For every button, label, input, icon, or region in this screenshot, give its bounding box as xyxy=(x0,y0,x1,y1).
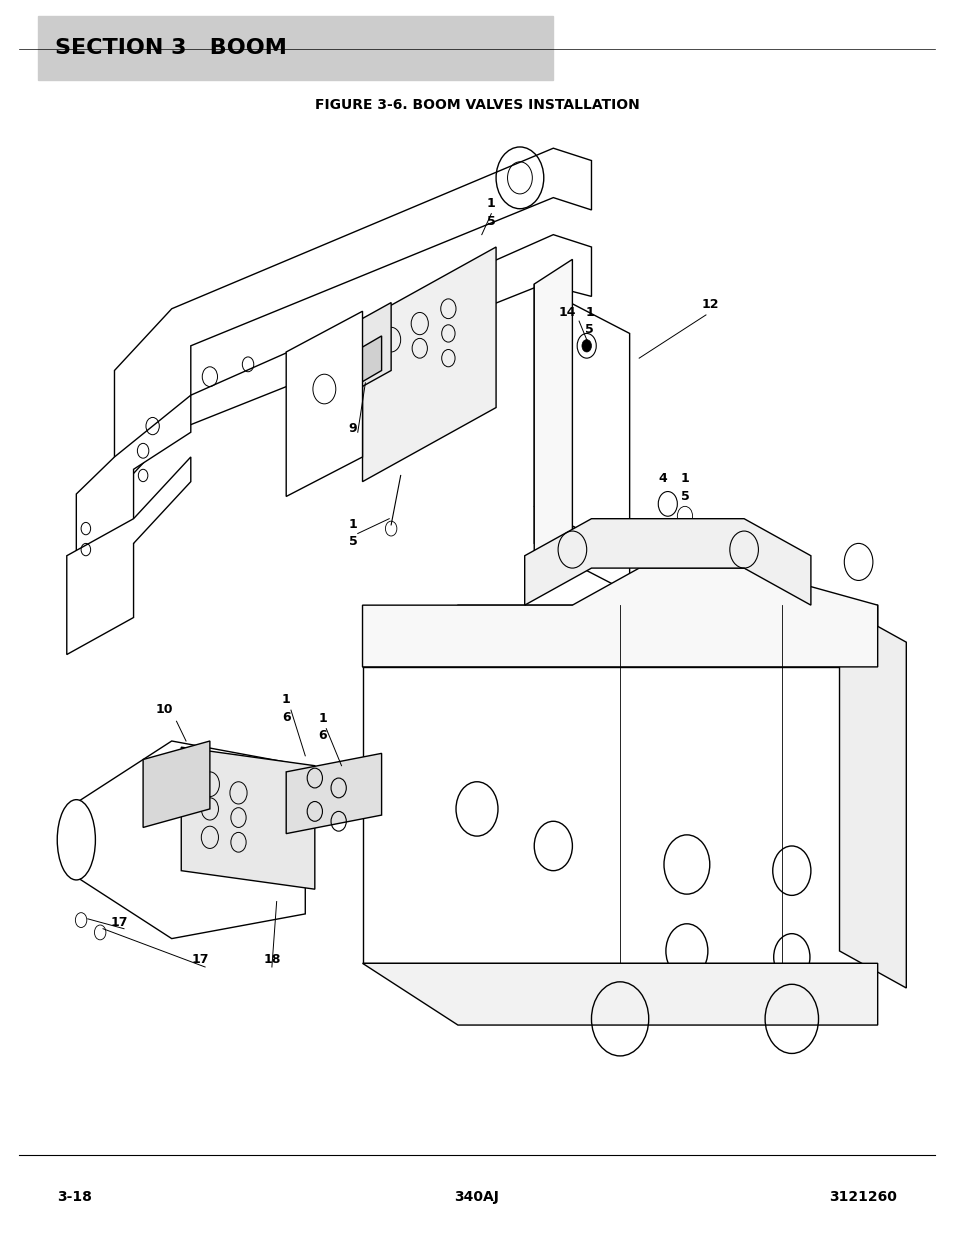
Polygon shape xyxy=(362,667,877,963)
Text: 1: 1 xyxy=(584,305,594,319)
Polygon shape xyxy=(143,741,210,827)
Text: 6: 6 xyxy=(281,710,291,724)
Polygon shape xyxy=(534,259,572,568)
Circle shape xyxy=(581,340,591,352)
Text: 18: 18 xyxy=(263,952,280,966)
Polygon shape xyxy=(181,747,314,889)
Polygon shape xyxy=(76,395,191,580)
Text: 9: 9 xyxy=(348,421,357,435)
Polygon shape xyxy=(362,247,496,482)
Text: 1: 1 xyxy=(317,711,327,725)
Text: 5: 5 xyxy=(486,215,496,228)
Text: 3-18: 3-18 xyxy=(57,1191,92,1204)
Text: 12: 12 xyxy=(701,298,719,311)
Polygon shape xyxy=(524,519,810,605)
Polygon shape xyxy=(839,605,905,988)
Text: SECTION 3   BOOM: SECTION 3 BOOM xyxy=(55,38,287,58)
Text: 1: 1 xyxy=(679,472,689,485)
Text: 5: 5 xyxy=(348,535,357,548)
Polygon shape xyxy=(343,336,381,393)
Text: 1: 1 xyxy=(486,196,496,210)
Text: FIGURE 3-6. BOOM VALVES INSTALLATION: FIGURE 3-6. BOOM VALVES INSTALLATION xyxy=(314,98,639,112)
Text: 1: 1 xyxy=(348,517,357,531)
Ellipse shape xyxy=(57,800,95,879)
Text: 17: 17 xyxy=(192,952,209,966)
Polygon shape xyxy=(324,303,391,408)
Polygon shape xyxy=(286,311,362,496)
Polygon shape xyxy=(534,506,629,593)
Text: 10: 10 xyxy=(155,703,172,716)
Text: 3121260: 3121260 xyxy=(828,1191,896,1204)
Polygon shape xyxy=(534,284,629,556)
Text: 1: 1 xyxy=(281,693,291,706)
Text: 14: 14 xyxy=(558,305,576,319)
FancyBboxPatch shape xyxy=(38,16,553,80)
Polygon shape xyxy=(114,148,591,494)
Polygon shape xyxy=(362,605,877,667)
Text: 17: 17 xyxy=(111,915,128,929)
Polygon shape xyxy=(362,963,877,1025)
Text: 5: 5 xyxy=(679,489,689,503)
Polygon shape xyxy=(362,568,877,667)
Text: 6: 6 xyxy=(317,729,327,742)
Text: 4: 4 xyxy=(658,472,667,485)
Text: 340AJ: 340AJ xyxy=(454,1191,499,1204)
Polygon shape xyxy=(76,741,305,939)
Polygon shape xyxy=(286,753,381,834)
Polygon shape xyxy=(67,457,191,655)
Text: 5: 5 xyxy=(584,322,594,336)
